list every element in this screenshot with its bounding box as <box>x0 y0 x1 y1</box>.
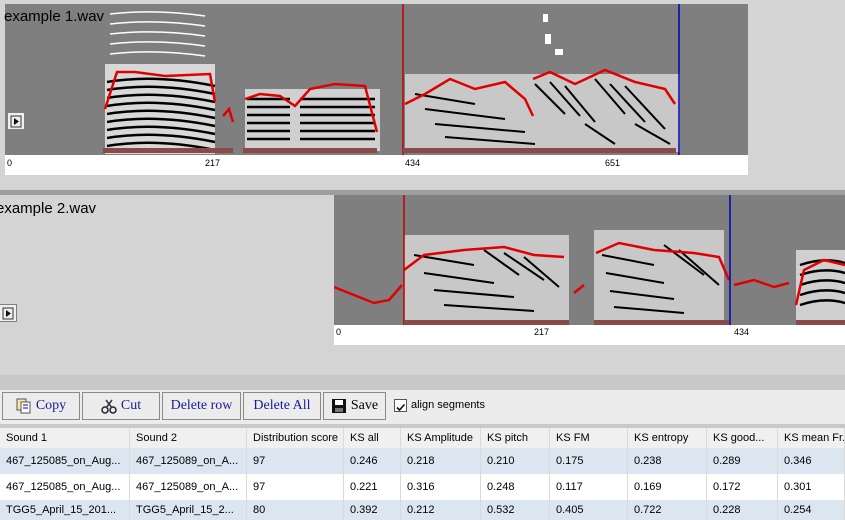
play-button-2[interactable] <box>0 304 17 322</box>
copy-icon <box>16 398 31 414</box>
column-header[interactable]: KS good... <box>707 428 778 448</box>
segment-bars-2 <box>404 320 845 325</box>
table-cell: 0.238 <box>628 448 707 474</box>
play-icon <box>2 307 14 320</box>
table-cell: 97 <box>247 448 344 474</box>
table-cell: 0.210 <box>481 448 550 474</box>
column-header[interactable]: Sound 2 <box>130 428 247 448</box>
delete-row-button-label: Delete row <box>170 398 233 413</box>
table-cell: 0.722 <box>628 500 707 520</box>
table-cell: 80 <box>247 500 344 520</box>
table-cell: 97 <box>247 474 344 500</box>
column-header[interactable]: Sound 1 <box>0 428 130 448</box>
table-cell: TGG5_April_15_201... <box>0 500 130 520</box>
delete-all-button[interactable]: Delete All <box>243 392 321 420</box>
align-segments-label: align segments <box>411 399 485 411</box>
table-cell: 0.175 <box>550 448 628 474</box>
sonogram-1[interactable]: 0 217 434 651 <box>5 4 748 175</box>
checkmark-icon <box>396 403 406 412</box>
sonogram-1-image: 0 217 434 651 <box>5 4 748 175</box>
tick-label: 217 <box>534 327 549 337</box>
copy-button[interactable]: Copy <box>2 392 80 420</box>
syllable-3 <box>405 14 680 152</box>
syllable-5 <box>594 230 724 320</box>
sonogram-2-image: 0 217 434 <box>334 195 845 345</box>
table-cell: 467_125089_on_A... <box>130 474 247 500</box>
time-axis-1: 0 217 434 651 <box>7 158 620 168</box>
table-row[interactable]: 467_125085_on_Aug... 467_125089_on_A... … <box>0 448 845 474</box>
scissors-icon <box>101 399 117 414</box>
tick-label: 0 <box>336 327 341 337</box>
syllable-1 <box>105 11 216 154</box>
table-cell: 0.228 <box>707 500 778 520</box>
tick-label: 651 <box>605 158 620 168</box>
column-header[interactable]: KS pitch <box>481 428 550 448</box>
table-cell: 0.246 <box>344 448 401 474</box>
column-header[interactable]: Distribution score <box>247 428 344 448</box>
table-cell: 0.301 <box>778 474 845 500</box>
table-cell: 0.117 <box>550 474 628 500</box>
play-button-1[interactable] <box>7 112 25 130</box>
filename-label-2: example 2.wav <box>0 200 97 217</box>
delete-all-button-label: Delete All <box>253 398 311 413</box>
pitch-contour-2 <box>334 241 845 306</box>
cut-button[interactable]: Cut <box>82 392 160 420</box>
tick-label: 434 <box>734 327 749 337</box>
table-cell: TGG5_April_15_2... <box>130 500 247 520</box>
panel-splitter[interactable] <box>0 190 845 195</box>
column-header[interactable]: KS all <box>344 428 401 448</box>
copy-button-label: Copy <box>35 398 67 413</box>
tick-label: 434 <box>405 158 420 168</box>
table-row[interactable]: 467_125085_on_Aug... 467_125089_on_A... … <box>0 474 845 500</box>
filename-label-1: example 1.wav <box>4 8 105 25</box>
column-header[interactable]: KS entropy <box>628 428 707 448</box>
table-cell: 0.254 <box>778 500 845 520</box>
save-button[interactable]: Save <box>323 392 386 420</box>
tick-label: 0 <box>7 158 12 168</box>
table-header: Sound 1 Sound 2 Distribution score KS al… <box>0 428 845 449</box>
tick-label: 217 <box>205 158 220 168</box>
sonogram-panel-2: 0 217 434 example 2.wav <box>0 195 845 375</box>
align-segments-checkbox[interactable] <box>394 399 407 412</box>
table-cell: 467_125085_on_Aug... <box>0 474 130 500</box>
delete-row-button[interactable]: Delete row <box>162 392 241 420</box>
table-cell: 0.169 <box>628 474 707 500</box>
results-table: Sound 1 Sound 2 Distribution score KS al… <box>0 428 845 520</box>
column-header[interactable]: KS Amplitude <box>401 428 481 448</box>
table-cell: 0.316 <box>401 474 481 500</box>
play-icon <box>10 115 22 128</box>
table-cell: 0.392 <box>344 500 401 520</box>
table-cell: 0.248 <box>481 474 550 500</box>
sonogram-2[interactable]: 0 217 434 <box>334 195 845 345</box>
table-cell: 0.172 <box>707 474 778 500</box>
syllable-2 <box>245 89 380 151</box>
table-cell: 0.212 <box>401 500 481 520</box>
segment-bars-1 <box>103 148 676 153</box>
column-header[interactable]: KS mean Fr. <box>778 428 845 448</box>
time-axis-2: 0 217 434 <box>336 327 749 337</box>
table-cell: 0.221 <box>344 474 401 500</box>
table-cell: 467_125085_on_Aug... <box>0 448 130 474</box>
cut-button-label: Cut <box>120 398 142 413</box>
table-cell: 0.405 <box>550 500 628 520</box>
save-button-label: Save <box>350 398 379 413</box>
table-cell: 0.532 <box>481 500 550 520</box>
table-row[interactable]: TGG5_April_15_201... TGG5_April_15_2... … <box>0 500 845 520</box>
floppy-disk-icon <box>331 399 346 413</box>
table-cell: 0.218 <box>401 448 481 474</box>
table-cell: 0.346 <box>778 448 845 474</box>
pitch-contour-1 <box>103 68 677 133</box>
table-cell: 0.289 <box>707 448 778 474</box>
sonogram-panel-1: 0 217 434 651 example 1.wav <box>0 0 845 190</box>
column-header[interactable]: KS FM <box>550 428 628 448</box>
table-cell: 467_125089_on_A... <box>130 448 247 474</box>
